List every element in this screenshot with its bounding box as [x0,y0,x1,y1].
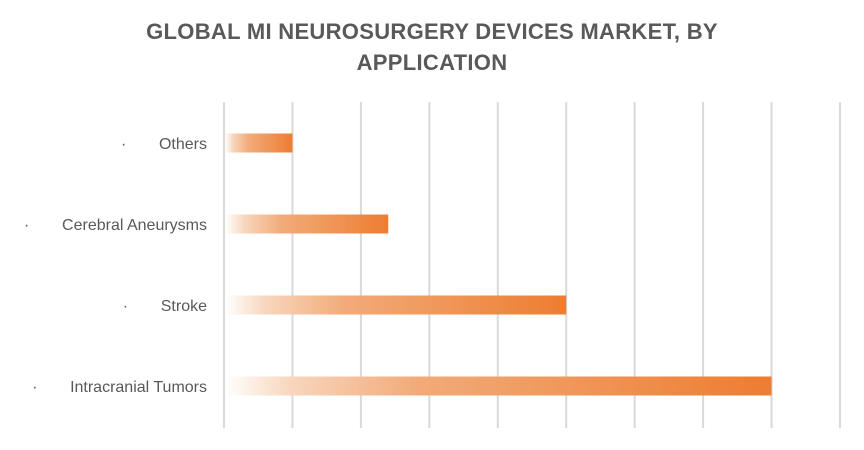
bullet-marker: · [121,136,126,153]
chart-title-line-1: GLOBAL MI NEUROSURGERY DEVICES MARKET, B… [146,19,718,44]
bullet-marker: · [123,298,128,315]
chart-title-line-2: APPLICATION [356,50,508,75]
bar-intracranial-tumors [225,376,772,396]
category-labels: Others · Cerebral Aneurysms · Stroke · Intracr… [24,136,207,396]
bar-stroke [225,295,567,315]
bar-others [225,133,293,153]
category-label: Intracranial Tumors [70,379,207,396]
chart-title: GLOBAL MI NEUROSURGERY DEVICES MARKET, B… [0,16,864,78]
category-label: Stroke [161,298,207,315]
category-label: Others [159,136,207,153]
bars [225,133,772,396]
bar-cerebral-aneurysms [225,214,389,234]
gridlines [223,102,841,428]
bullet-marker: · [24,217,29,234]
bullet-marker: · [32,379,37,396]
category-label: Cerebral Aneurysms [62,217,207,234]
